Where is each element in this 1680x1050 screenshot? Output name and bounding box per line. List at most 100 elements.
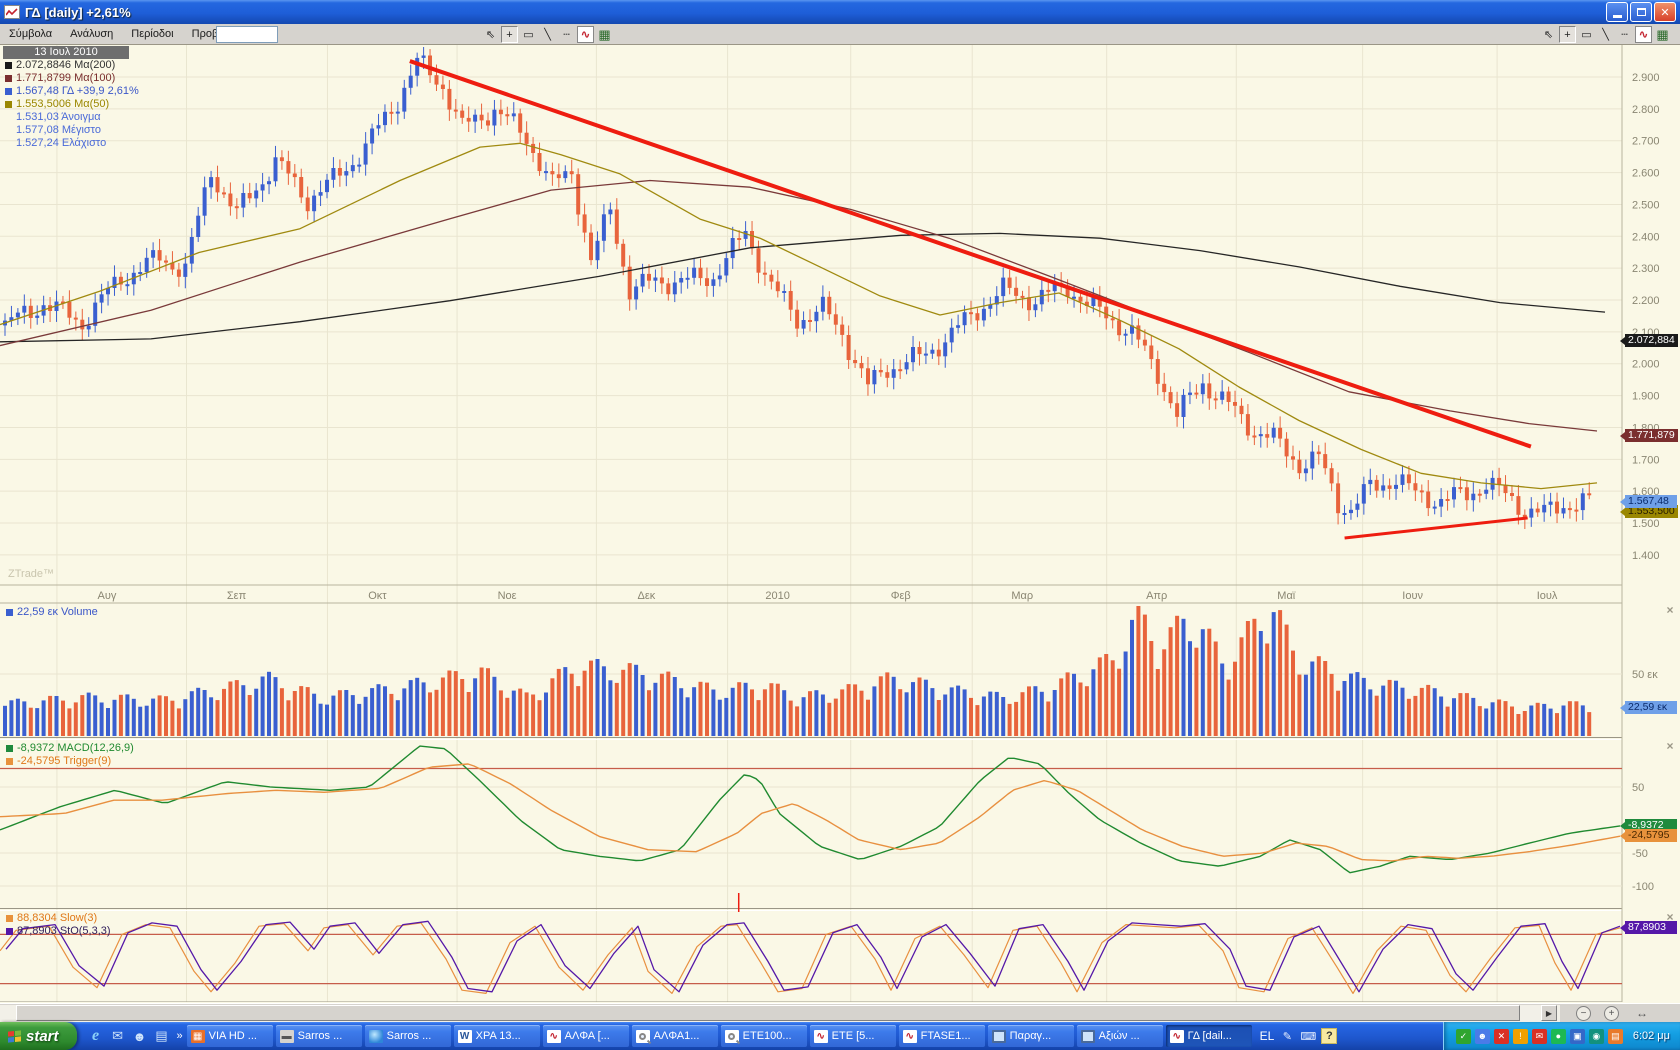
trendline-tool-icon[interactable]: ╲ [544,29,551,41]
minimize-button[interactable] [1606,2,1628,22]
task-button[interactable]: ▬ Sarros ... [275,1025,362,1047]
svg-text:2.500: 2.500 [1632,199,1660,211]
taskbar-clock: 6:02 μμ [1632,1030,1670,1042]
chart-canvas[interactable]: 2.900 2.800 2.700 2.600 2.500 2.400 2.300 2.200… [0,0,1680,1002]
horizontal-resize-icon[interactable]: ↔ [1636,1006,1648,1020]
legend-row: 1.567,48 ΓΔ +39,9 2,61% [3,85,139,98]
task-button[interactable]: Παραγ... [987,1025,1074,1047]
internet-explorer-icon[interactable]: e [91,1027,100,1044]
svg-text:Φεβ: Φεβ [891,590,911,602]
language-indicator[interactable]: EL [1259,1029,1275,1043]
magnifier-icon [724,1029,739,1043]
svg-text:Μαρ: Μαρ [1011,590,1033,602]
task-button[interactable]: ΕΤΕ100... [720,1025,807,1047]
restore-button[interactable] [1630,2,1652,22]
close-button[interactable]: ✕ [1654,2,1676,22]
main-chart-legend: 13 Ιουλ 2010 2.072,8846 Μα(200) 1.771,879… [3,46,139,150]
task-button[interactable]: ∿ ΓΔ [dail... [1165,1025,1252,1047]
tray-icon[interactable]: ● [1550,1028,1566,1044]
tray-icon[interactable]: ▣ [1569,1028,1585,1044]
legend-swatch [6,745,13,752]
svg-text:Νοε: Νοε [498,590,517,602]
task-button[interactable]: ∿ ΕΤΕ [5... [809,1025,896,1047]
monitor-icon [1080,1029,1095,1043]
window-title: ΓΔ [daily] +2,61% [25,4,131,20]
chart-icon: ∿ [902,1029,917,1043]
task-button-label: XPA 13... [475,1030,521,1042]
task-button[interactable]: W XPA 13... [453,1025,540,1047]
pointer-tool-icon[interactable]: ⇖ [1543,29,1554,41]
tray-icon[interactable]: ✉ [1531,1028,1547,1044]
task-button[interactable]: ∿ ΑΛΦΑ [... [542,1025,629,1047]
keyboard-icon[interactable]: ⌨ [1300,1030,1317,1043]
tray-icon[interactable]: ✓ [1455,1028,1471,1044]
chart-tool-icon[interactable]: ∿ [577,26,594,43]
mail-icon[interactable]: ✉ [112,1028,123,1043]
svg-text:2.200: 2.200 [1632,295,1660,307]
svg-text:Απρ: Απρ [1146,590,1167,602]
stochastic-pane-close-icon[interactable]: × [1666,910,1674,924]
pen-icon[interactable]: ✎ [1282,1030,1292,1043]
task-button-label: VIA HD ... [208,1030,257,1042]
tray-icon[interactable]: ☻ [1474,1028,1490,1044]
menu-periods[interactable]: Περίοδοι [131,28,174,40]
legend-swatch [5,127,12,134]
menubar: Σύμβολα Ανάλυση Περίοδοι Προβολή ⇖ + ▭ ╲ ┄ ∿ ▦… [0,24,1680,45]
svg-text:2.700: 2.700 [1632,136,1660,148]
legend-text: 87,8903 StO(5,3,3) [17,925,111,937]
legend-text: 1.527,24 Ελάχιστο [16,137,107,149]
svg-text:2.300: 2.300 [1632,263,1660,275]
help-icon[interactable]: ? [1321,1028,1338,1044]
dotted-line-tool-icon[interactable]: ┄ [563,29,570,41]
start-button[interactable]: start [0,1022,77,1050]
show-desktop-icon[interactable]: ▤ [155,1028,168,1043]
chart-icon: ∿ [546,1029,561,1043]
zoom-in-button[interactable]: + [1604,1006,1619,1021]
tray-icon[interactable]: ! [1512,1028,1528,1044]
trendline-tool-icon[interactable]: ╲ [1602,29,1609,41]
zoom-out-button[interactable]: − [1576,1006,1591,1021]
macd-pane-close-icon[interactable]: × [1666,739,1674,753]
task-button[interactable]: Sarros ... [364,1025,451,1047]
svg-text:50 εκ: 50 εκ [1632,669,1658,681]
menu-symbols[interactable]: Σύμβολα [9,28,53,40]
task-button[interactable]: Αξιών ... [1076,1025,1163,1047]
save-tool-icon[interactable]: ▦ [598,26,611,42]
legend-row: -8,9372 MACD(12,26,9) [4,742,134,755]
task-button[interactable]: ΑΛΦΑ1... [631,1025,718,1047]
save-tool-icon[interactable]: ▦ [1656,26,1669,42]
tray-icon[interactable]: ▤ [1607,1028,1623,1044]
crosshair-tool-icon[interactable]: + [1559,26,1576,43]
app-icon [4,5,20,19]
chart-tool-icon[interactable]: ∿ [1635,26,1652,43]
scrollbar-thumb[interactable] [16,1005,1520,1021]
task-button-label: ΕΤΕ [5... [831,1030,875,1042]
dotted-line-tool-icon[interactable]: ┄ [1621,29,1628,41]
menu-analysis[interactable]: Ανάλυση [70,28,114,40]
quick-launch-overflow-chevron[interactable]: » [176,1030,183,1042]
tray-icon[interactable]: ✕ [1493,1028,1509,1044]
task-button[interactable]: ∿ FTASE1... [898,1025,985,1047]
legend-row: 1.531,03 Άνοιγμα [3,111,139,124]
task-button[interactable]: ▦ VIA HD ... [186,1025,273,1047]
crosshair-tool-icon[interactable]: + [501,26,518,43]
symbol-input[interactable] [216,26,278,43]
task-button-label: ΑΛΦΑ1... [653,1030,700,1042]
pointer-tool-icon[interactable]: ⇖ [485,29,496,41]
svg-text:2.900: 2.900 [1632,72,1660,84]
volume-pane-close-icon[interactable]: × [1666,603,1674,617]
legend-text: 1.567,48 ΓΔ +39,9 2,61% [16,85,139,97]
scroll-right-arrow[interactable]: ▶ [1541,1005,1557,1021]
task-button-label: Παραγ... [1009,1030,1052,1042]
tray-icon[interactable]: ◉ [1588,1028,1604,1044]
zoom-box-tool-icon[interactable]: ▭ [523,29,534,41]
price-tag: 2.072,884 [1620,333,1678,347]
taskbar: start e ✉ ☻ ▤ » ▦ VIA HD ... ▬ Sarros ... Sarro… [0,1022,1680,1050]
zoom-box-tool-icon[interactable]: ▭ [1581,29,1592,41]
messenger-icon[interactable]: ☻ [132,1028,147,1044]
legend-swatch [5,101,12,108]
svg-text:Ιουν: Ιουν [1402,590,1423,602]
legend-row: 1.771,8799 Μα(100) [3,72,139,85]
horizontal-scrollbar[interactable]: ◀ ▶ − + ↔ [0,1003,1680,1022]
